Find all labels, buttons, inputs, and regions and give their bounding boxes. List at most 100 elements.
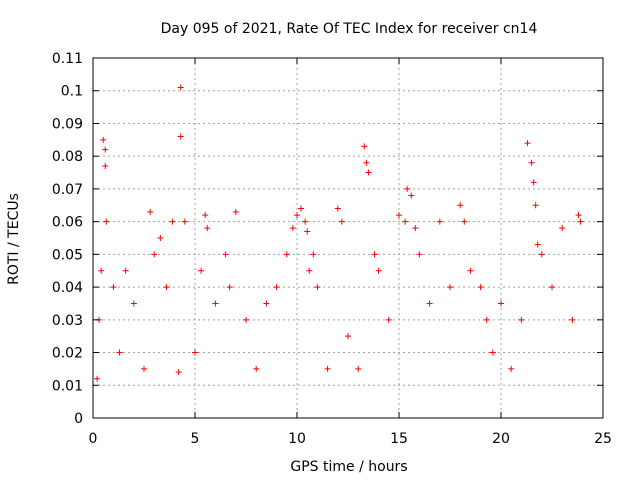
data-point: [100, 136, 107, 143]
data-point: [98, 267, 105, 274]
data-point: [402, 218, 409, 225]
data-point: [477, 284, 484, 291]
x-axis-label: GPS time / hours: [290, 459, 407, 475]
data-point: [518, 316, 525, 323]
data-point: [532, 202, 539, 209]
data-point: [361, 143, 368, 150]
data-point: [169, 218, 176, 225]
data-point: [163, 284, 170, 291]
x-tick-label: 0: [89, 431, 98, 447]
data-point: [298, 205, 305, 212]
data-point: [314, 284, 321, 291]
data-point: [524, 140, 531, 147]
data-point: [202, 212, 209, 219]
data-point: [302, 218, 309, 225]
data-point: [226, 284, 233, 291]
data-point: [577, 218, 584, 225]
data-point: [489, 349, 496, 356]
y-tick-label: 0.1: [61, 84, 83, 100]
x-tick-label: 15: [390, 431, 408, 447]
data-point: [175, 369, 182, 376]
data-point: [426, 300, 433, 307]
y-tick-label: 0.01: [52, 378, 83, 394]
y-tick-label: 0.07: [52, 182, 83, 198]
data-point: [324, 365, 331, 372]
grid-lines: [93, 58, 603, 418]
y-tick-label: 0.05: [52, 247, 83, 263]
data-point: [559, 225, 566, 232]
data-point: [363, 159, 370, 166]
data-point: [273, 284, 280, 291]
data-point: [385, 316, 392, 323]
x-tick-label: 10: [288, 431, 306, 447]
data-point: [467, 267, 474, 274]
data-point: [102, 163, 109, 169]
data-point: [102, 146, 109, 153]
data-point: [575, 212, 582, 219]
data-point: [147, 208, 154, 215]
data-point: [371, 251, 378, 258]
data-point: [338, 218, 345, 225]
data-point: [110, 284, 117, 291]
y-tick-label: 0.06: [52, 215, 83, 231]
x-tick-label: 20: [492, 431, 510, 447]
data-point: [253, 365, 260, 372]
data-point: [192, 349, 198, 356]
x-tick-label: 5: [191, 431, 200, 447]
data-point: [498, 300, 504, 307]
y-tick-label: 0.08: [52, 149, 83, 165]
data-point: [404, 185, 411, 192]
data-point: [151, 251, 158, 258]
data-point: [130, 300, 137, 307]
data-point: [508, 365, 515, 372]
data-point: [334, 205, 341, 212]
data-point: [483, 316, 490, 323]
data-points: [94, 84, 584, 382]
data-point: [538, 251, 545, 258]
data-point: [436, 218, 443, 225]
data-point: [461, 218, 468, 225]
data-point: [198, 267, 205, 274]
data-point: [528, 159, 535, 166]
y-tick-label: 0.02: [52, 346, 83, 362]
data-point: [177, 133, 184, 140]
data-point: [447, 284, 453, 291]
data-point: [365, 169, 372, 176]
data-point: [345, 333, 351, 340]
data-point: [304, 228, 311, 235]
data-point: [408, 192, 415, 199]
data-point: [177, 84, 184, 91]
data-point: [294, 212, 300, 219]
data-point: [530, 179, 537, 186]
data-point: [412, 225, 419, 232]
chart-title: Day 095 of 2021, Rate Of TEC Index for r…: [161, 21, 538, 37]
y-tick-label: 0: [74, 411, 83, 427]
data-point: [243, 316, 249, 323]
data-point: [103, 218, 110, 225]
data-point: [122, 267, 129, 274]
y-axis-label: ROTI / TECUs: [6, 193, 22, 285]
plot-frame: [92, 57, 604, 419]
data-point: [212, 300, 219, 307]
data-point: [289, 225, 296, 232]
data-point: [94, 375, 101, 382]
data-point: [141, 365, 147, 372]
data-point: [396, 212, 402, 219]
data-point: [157, 235, 164, 241]
data-point: [457, 202, 464, 209]
data-point: [549, 284, 555, 291]
data-point: [310, 251, 317, 258]
y-tick-label: 0.04: [52, 280, 83, 296]
data-point: [355, 365, 362, 372]
data-point: [232, 208, 239, 215]
data-point: [416, 251, 423, 258]
data-point: [204, 225, 211, 232]
data-point: [222, 251, 229, 258]
x-tick-label: 25: [594, 431, 612, 447]
y-tick-label: 0.09: [52, 116, 83, 132]
data-point: [116, 349, 123, 356]
y-tick-label: 0.11: [52, 51, 83, 67]
y-tick-label: 0.03: [52, 313, 83, 329]
data-point: [283, 251, 290, 258]
axis-ticks: 0 0.01 0.02 0.03 0.04 0.05 0.06 0.07 0.08 0.09 0.1…: [52, 51, 612, 447]
